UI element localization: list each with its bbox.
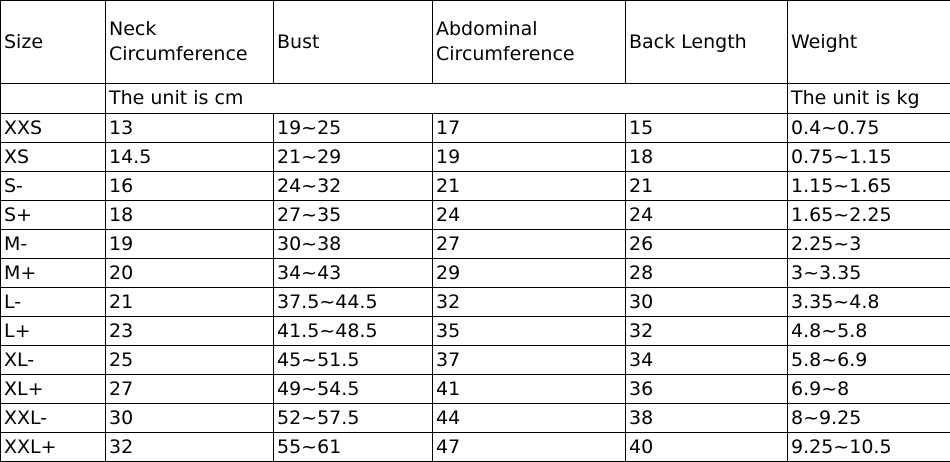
cell-neck: 27: [106, 375, 274, 404]
cell-size: XL+: [1, 375, 106, 404]
cell-bust: 52~57.5: [274, 404, 433, 433]
cell-size: L+: [1, 317, 106, 346]
cell-size: XXS: [1, 114, 106, 143]
cell-bust: 37.5~44.5: [274, 288, 433, 317]
column-header-size: Size: [1, 1, 106, 84]
cell-size: XXL+: [1, 433, 106, 462]
cell-neck: 23: [106, 317, 274, 346]
cell-bust: 24~32: [274, 172, 433, 201]
cell-back: 18: [626, 143, 788, 172]
cell-weight: 5.8~6.9: [788, 346, 950, 375]
cell-neck: 25: [106, 346, 274, 375]
cell-back: 40: [626, 433, 788, 462]
cell-weight: 3~3.35: [788, 259, 950, 288]
cell-bust: 21~29: [274, 143, 433, 172]
cell-bust: 30~38: [274, 230, 433, 259]
cell-neck: 32: [106, 433, 274, 462]
cell-bust: 55~61: [274, 433, 433, 462]
cell-abd: 27: [433, 230, 626, 259]
cell-neck: 19: [106, 230, 274, 259]
cell-weight: 1.15~1.65: [788, 172, 950, 201]
cell-neck: 16: [106, 172, 274, 201]
cell-abd: 17: [433, 114, 626, 143]
cell-bust: 19~25: [274, 114, 433, 143]
column-header-bust: Bust: [274, 1, 433, 84]
cell-weight: 0.4~0.75: [788, 114, 950, 143]
cell-size: M-: [1, 230, 106, 259]
cell-back: 24: [626, 201, 788, 230]
unit-row: The unit is cm The unit is kg: [1, 84, 950, 114]
cell-weight: 0.75~1.15: [788, 143, 950, 172]
cell-abd: 29: [433, 259, 626, 288]
cell-weight: 2.25~3: [788, 230, 950, 259]
table-header: Size Neck Circumference Bust Abdominal C…: [1, 1, 950, 84]
cell-bust: 45~51.5: [274, 346, 433, 375]
cell-abd: 44: [433, 404, 626, 433]
cell-abd: 37: [433, 346, 626, 375]
header-row: Size Neck Circumference Bust Abdominal C…: [1, 1, 950, 84]
cell-weight: 1.65~2.25: [788, 201, 950, 230]
cell-back: 21: [626, 172, 788, 201]
cell-back: 15: [626, 114, 788, 143]
cell-size: S+: [1, 201, 106, 230]
column-header-back-length: Back Length: [626, 1, 788, 84]
column-header-weight: Weight: [788, 1, 950, 84]
cell-back: 26: [626, 230, 788, 259]
cell-neck: 30: [106, 404, 274, 433]
cell-weight: 3.35~4.8: [788, 288, 950, 317]
cell-weight: 8~9.25: [788, 404, 950, 433]
column-header-neck: Neck Circumference: [106, 1, 274, 84]
cell-neck: 13: [106, 114, 274, 143]
cell-neck: 18: [106, 201, 274, 230]
cell-size: XL-: [1, 346, 106, 375]
cell-bust: 41.5~48.5: [274, 317, 433, 346]
cell-weight: 6.9~8: [788, 375, 950, 404]
unit-note-cm: The unit is cm: [106, 84, 788, 114]
cell-back: 30: [626, 288, 788, 317]
cell-abd: 21: [433, 172, 626, 201]
cell-neck: 14.5: [106, 143, 274, 172]
cell-bust: 27~35: [274, 201, 433, 230]
cell-bust: 34~43: [274, 259, 433, 288]
unit-row-size-cell: [1, 84, 106, 114]
cell-abd: 19: [433, 143, 626, 172]
cell-abd: 32: [433, 288, 626, 317]
cell-neck: 20: [106, 259, 274, 288]
cell-size: XS: [1, 143, 106, 172]
cell-weight: 4.8~5.8: [788, 317, 950, 346]
cell-back: 32: [626, 317, 788, 346]
cell-back: 36: [626, 375, 788, 404]
cell-size: XXL-: [1, 404, 106, 433]
column-header-abdominal: Abdominal Circumference: [433, 1, 626, 84]
cell-back: 38: [626, 404, 788, 433]
cell-bust: 49~54.5: [274, 375, 433, 404]
unit-note-kg: The unit is kg: [788, 84, 950, 114]
cell-abd: 47: [433, 433, 626, 462]
cell-abd: 24: [433, 201, 626, 230]
cell-weight: 9.25~10.5: [788, 433, 950, 462]
cell-size: S-: [1, 172, 106, 201]
cell-size: M+: [1, 259, 106, 288]
cell-back: 28: [626, 259, 788, 288]
cell-abd: 41: [433, 375, 626, 404]
cell-abd: 35: [433, 317, 626, 346]
cell-back: 34: [626, 346, 788, 375]
cell-neck: 21: [106, 288, 274, 317]
cell-size: L-: [1, 288, 106, 317]
